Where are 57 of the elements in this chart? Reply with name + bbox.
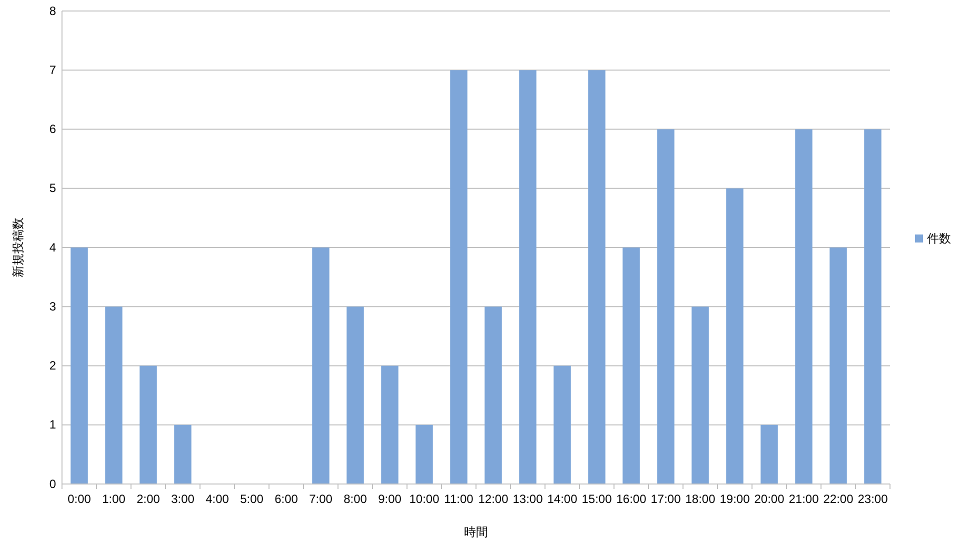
x-tick-label: 18:00	[685, 492, 716, 506]
x-tick-label: 21:00	[788, 492, 820, 506]
x-tick-label: 2:00	[136, 492, 160, 506]
y-axis-title: 新規投稿数	[11, 218, 25, 278]
bar	[726, 188, 744, 484]
x-tick-label: 20:00	[754, 492, 785, 506]
x-tick-label: 0:00	[68, 492, 92, 506]
y-tick-label: 8	[49, 4, 56, 18]
y-tick-label: 3	[49, 299, 56, 314]
bar	[416, 424, 433, 484]
bar	[312, 248, 330, 484]
legend-label: 件数	[927, 232, 951, 246]
bar	[450, 70, 468, 484]
bar	[381, 366, 398, 484]
bar	[346, 306, 364, 484]
bar	[760, 424, 778, 484]
x-tick-label: 5:00	[240, 492, 264, 506]
x-tick-label: 13:00	[512, 492, 544, 506]
x-tick-label: 12:00	[478, 492, 509, 506]
x-tick-label: 8:00	[344, 492, 368, 506]
y-tick-label: 1	[49, 418, 56, 432]
x-tick-label: 15:00	[582, 492, 612, 506]
bar	[554, 366, 571, 484]
x-tick-label: 17:00	[650, 492, 682, 506]
bar	[795, 129, 812, 484]
x-tick-label: 4:00	[206, 492, 230, 506]
y-tick-label: 2	[49, 358, 56, 373]
y-tick-label: 0	[49, 476, 56, 491]
bar	[484, 306, 502, 484]
x-tick-label: 1:00	[102, 492, 126, 506]
bar	[830, 248, 847, 484]
y-tick-label: 5	[49, 181, 56, 196]
bar	[519, 70, 536, 484]
x-axis-title: 時間	[464, 525, 488, 539]
bar	[864, 129, 882, 484]
y-tick-label: 6	[49, 122, 56, 136]
y-tick-label: 7	[49, 62, 56, 77]
x-tick-label: 19:00	[720, 492, 750, 506]
bar	[105, 306, 122, 484]
bar	[657, 129, 674, 484]
bar	[70, 248, 88, 484]
bar	[174, 424, 192, 484]
x-tick-label: 16:00	[616, 492, 647, 506]
bar	[588, 70, 606, 484]
bar	[692, 306, 709, 484]
x-tick-label: 14:00	[547, 492, 578, 506]
x-tick-label: 3:00	[171, 492, 195, 506]
x-tick-label: 10:00	[409, 492, 440, 506]
x-tick-label: 7:00	[309, 492, 333, 506]
y-tick-label: 4	[49, 240, 56, 254]
bar	[140, 366, 157, 484]
x-tick-label: 23:00	[858, 492, 888, 506]
x-tick-label: 11:00	[444, 492, 474, 506]
bar	[622, 248, 640, 484]
x-tick-label: 6:00	[274, 492, 298, 506]
x-tick-label: 22:00	[823, 492, 854, 506]
x-tick-label: 9:00	[378, 492, 402, 506]
